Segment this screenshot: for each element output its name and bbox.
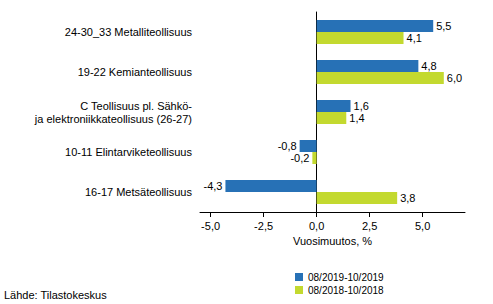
svg-text:1,6: 1,6 xyxy=(354,100,369,112)
svg-text:5,5: 5,5 xyxy=(436,20,451,32)
svg-text:16-17 Metsäteollisuus: 16-17 Metsäteollisuus xyxy=(85,186,193,198)
svg-text:ja elektroniikkateollisuus (26: ja elektroniikkateollisuus (26-27) xyxy=(34,113,192,125)
svg-text:C Teollisuus pl. Sähkö-: C Teollisuus pl. Sähkö- xyxy=(80,100,192,112)
svg-text:Vuosimuutos, %: Vuosimuutos, % xyxy=(293,235,372,247)
svg-text:6,0: 6,0 xyxy=(447,72,462,84)
svg-text:-2,5: -2,5 xyxy=(254,220,273,232)
svg-text:08/2018-10/2018: 08/2018-10/2018 xyxy=(308,285,384,296)
svg-text:2,5: 2,5 xyxy=(362,220,377,232)
svg-text:1,4: 1,4 xyxy=(349,112,364,124)
svg-text:3,8: 3,8 xyxy=(400,192,415,204)
svg-text:10-11 Elintarviketeollisuus: 10-11 Elintarviketeollisuus xyxy=(65,146,192,158)
svg-text:-5,0: -5,0 xyxy=(201,220,220,232)
svg-text:0,0: 0,0 xyxy=(309,220,324,232)
svg-text:08/2019-10/2019: 08/2019-10/2019 xyxy=(308,272,384,283)
svg-text:4,1: 4,1 xyxy=(407,32,422,44)
svg-text:-0,2: -0,2 xyxy=(290,152,309,164)
svg-text:24-30_33 Metalliteollisuus: 24-30_33 Metalliteollisuus xyxy=(65,26,193,38)
svg-text:Lähde: Tilastokeskus: Lähde: Tilastokeskus xyxy=(4,289,107,301)
svg-text:5,0: 5,0 xyxy=(415,220,430,232)
svg-text:4,8: 4,8 xyxy=(421,60,436,72)
svg-text:19-22 Kemianteollisuus: 19-22 Kemianteollisuus xyxy=(78,66,193,78)
svg-text:-0,8: -0,8 xyxy=(278,140,297,152)
svg-text:-4,3: -4,3 xyxy=(203,180,222,192)
